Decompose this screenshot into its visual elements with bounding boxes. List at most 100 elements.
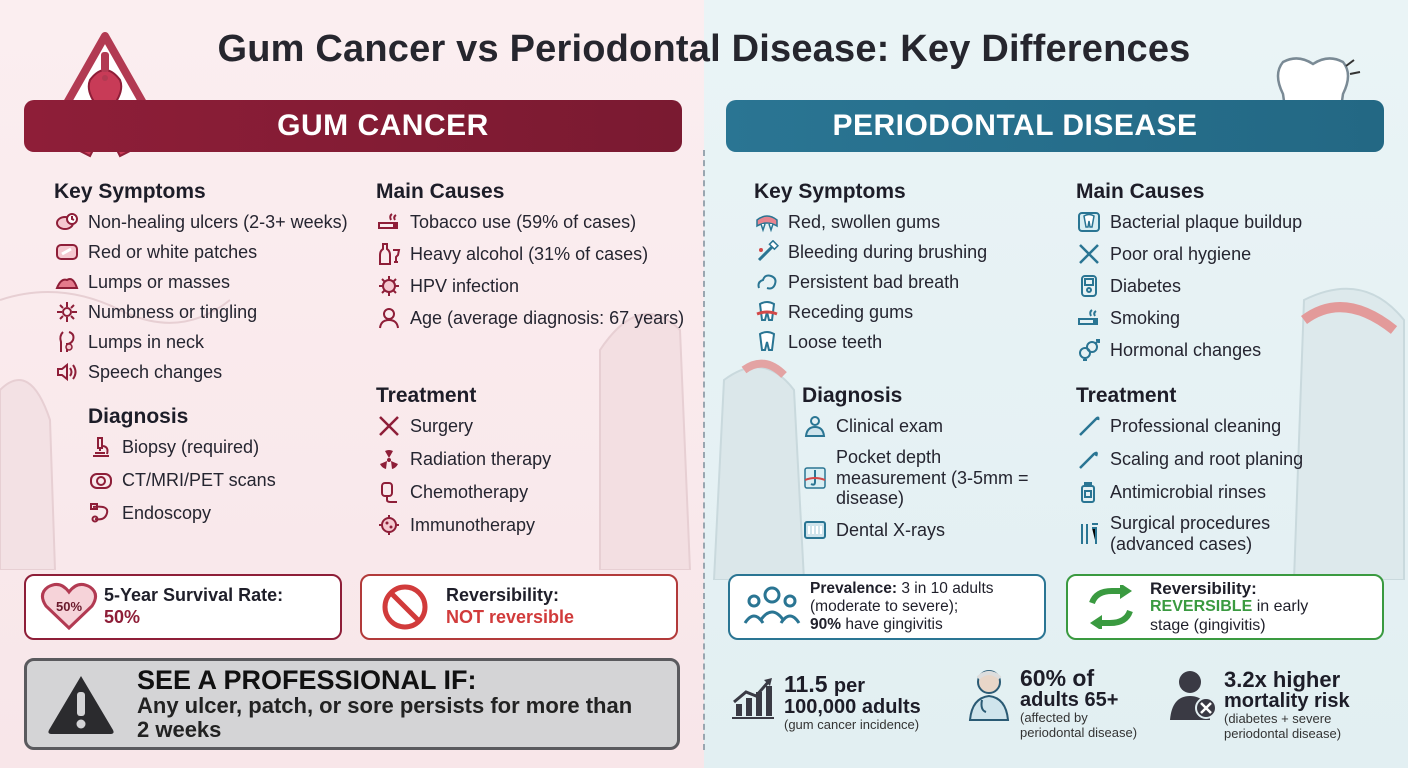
- list-item-label: Bacterial plaque buildup: [1110, 211, 1303, 232]
- see-professional-box: SEE A PROFESSIONAL IF: Any ulcer, patch,…: [24, 658, 680, 750]
- list-item-label: Lumps or masses: [88, 271, 231, 292]
- list-item-label: Surgery: [410, 415, 474, 436]
- list-item: Persistent bad breath: [754, 270, 987, 294]
- prevalence-text3: have gingivitis: [845, 615, 943, 633]
- perio-causes-section: Main Causes Bacterial plaque buildup Poor…: [1076, 180, 1302, 370]
- list-item: Professional cleaning: [1076, 414, 1316, 438]
- lump-icon: [54, 270, 80, 294]
- stat-elderly-note1: (affected by: [1020, 710, 1088, 726]
- list-item-label: Professional cleaning: [1110, 415, 1282, 436]
- list-item-label: Poor oral hygiene: [1110, 243, 1252, 264]
- list-item: Tobacco use (59% of cases): [376, 210, 684, 234]
- list-item: Red, swollen gums: [754, 210, 987, 234]
- list-item: Immunotherapy: [376, 513, 551, 537]
- list-item: Biopsy (required): [88, 435, 276, 459]
- iv-bag-icon: [376, 480, 402, 504]
- stat-mortality-note2: periodontal disease): [1224, 726, 1342, 742]
- list-item: Red or white patches: [54, 240, 348, 264]
- nerve-icon: [54, 300, 80, 324]
- list-item-label: Hormonal changes: [1110, 339, 1262, 360]
- perio-reversibility-card: Reversibility: REVERSIBLE in early stage…: [1066, 574, 1384, 640]
- probe-icon: [802, 466, 828, 490]
- list-item-label: Endoscopy: [122, 502, 212, 523]
- scaler-icon: [1076, 447, 1102, 471]
- stat-mortality-label: mortality risk: [1224, 690, 1350, 713]
- list-item-label: Chemotherapy: [410, 481, 529, 502]
- list-item: Surgical procedures (advanced cases): [1076, 513, 1316, 554]
- loose-tooth-icon: [754, 330, 780, 354]
- dentist-icon: [802, 414, 828, 438]
- list-item-label: Antimicrobial rinses: [1110, 481, 1267, 502]
- scalpel-icon: [376, 414, 402, 438]
- prevalence-label: Prevalence:: [810, 580, 898, 598]
- list-item: Endoscopy: [88, 501, 276, 525]
- heart-percent-icon: 50%: [41, 582, 97, 631]
- cancer-symptoms-section: Key Symptoms Non-healing ulcers (2-3+ we…: [54, 180, 348, 390]
- hormone-icon: [1076, 338, 1102, 362]
- perio-symptoms-section: Key Symptoms Red, swollen gums Bleeding d…: [754, 180, 987, 360]
- list-item-label: HPV infection: [410, 275, 520, 296]
- list-item: Age (average diagnosis: 67 years): [376, 306, 684, 330]
- list-item-label: Immunotherapy: [410, 514, 536, 535]
- background-teeth-illustration: [0, 291, 692, 570]
- elderly-doctor-icon: [968, 670, 1010, 721]
- list-item-label: Clinical exam: [836, 415, 944, 436]
- cycle-arrows-icon: [1089, 585, 1133, 629]
- glucometer-icon: [1076, 274, 1102, 298]
- perio-reversibility-rest1: in early: [1256, 598, 1309, 616]
- warning-triangle-icon: [48, 676, 114, 734]
- list-item: Hormonal changes: [1076, 338, 1302, 362]
- list-item-label: Diabetes: [1110, 275, 1182, 296]
- list-item: Loose teeth: [754, 330, 987, 354]
- list-item: Antimicrobial rinses: [1076, 480, 1316, 504]
- list-item-label: Persistent bad breath: [788, 271, 960, 292]
- cell-icon: [376, 513, 402, 537]
- list-item: Numbness or tingling: [54, 300, 348, 324]
- gums-icon: [754, 210, 780, 234]
- survival-rate-card: 50% 5-Year Survival Rate: 50%: [24, 574, 342, 640]
- list-item-label: Radiation therapy: [410, 448, 552, 469]
- list-item-label: Loose teeth: [788, 331, 883, 352]
- cancer-reversibility-value: NOT reversible: [446, 607, 575, 627]
- list-item: Lumps or masses: [54, 270, 348, 294]
- stat-mortality-value: 3.2x higher: [1224, 667, 1341, 692]
- list-item-label: Dental X-rays: [836, 519, 946, 540]
- list-item-label: Surgical procedures (advanced cases): [1110, 513, 1271, 554]
- list-item: Lumps in neck: [54, 330, 348, 354]
- list-item-label: Bleeding during brushing: [788, 241, 988, 262]
- virus-icon: [376, 274, 402, 298]
- neck-icon: [54, 330, 80, 354]
- perio-diagnosis-section: Diagnosis Clinical exam Pocket depth meas…: [802, 384, 1032, 551]
- list-item-label: Biopsy (required): [122, 436, 260, 457]
- perio-treatment-section: Treatment Professional cleaning Scaling a…: [1076, 384, 1316, 563]
- stat-elderly-value: 60% of: [1020, 665, 1095, 691]
- speaker-icon: [54, 360, 80, 384]
- stat-incidence: 11.5 per 100,000 adults (gum cancer inci…: [730, 672, 921, 733]
- page-title: Gum Cancer vs Periodontal Disease: Key D…: [217, 28, 1191, 70]
- perio-symptoms-heading: Key Symptoms: [754, 180, 906, 203]
- survival-value: 50%: [104, 607, 141, 627]
- rinse-icon: [1076, 480, 1102, 504]
- elder-icon: [376, 306, 402, 330]
- prevalence-card: Prevalence: 3 in 10 adults (moderate to …: [728, 574, 1046, 640]
- list-item: CT/MRI/PET scans: [88, 468, 276, 492]
- list-item-label: CT/MRI/PET scans: [122, 469, 276, 490]
- scanner-icon: [88, 468, 114, 492]
- toothbrush-icon: [754, 240, 780, 264]
- prohibited-icon: [382, 584, 428, 630]
- cancer-treatment-heading: Treatment: [376, 384, 477, 407]
- patch-icon: [54, 240, 80, 264]
- list-item: Clinical exam: [802, 414, 1032, 438]
- stat-mortality: 3.2x higher mortality risk (diabetes + s…: [1170, 668, 1350, 742]
- list-item-label: Tobacco use (59% of cases): [410, 211, 637, 232]
- list-item-label: Smoking: [1110, 307, 1181, 328]
- person-x-icon: [1170, 671, 1217, 720]
- stat-mortality-note1: (diabetes + severe: [1224, 711, 1332, 727]
- perio-reversibility-rest2: stage (gingivitis): [1150, 616, 1266, 634]
- plaque-icon: [1076, 210, 1102, 234]
- list-item-label: Lumps in neck: [88, 331, 205, 352]
- list-item-label: Heavy alcohol (31% of cases): [410, 243, 649, 264]
- stat-incidence-value: 11.5: [784, 671, 828, 697]
- bottle-icon: [376, 242, 402, 266]
- cancer-diagnosis-heading: Diagnosis: [88, 405, 189, 428]
